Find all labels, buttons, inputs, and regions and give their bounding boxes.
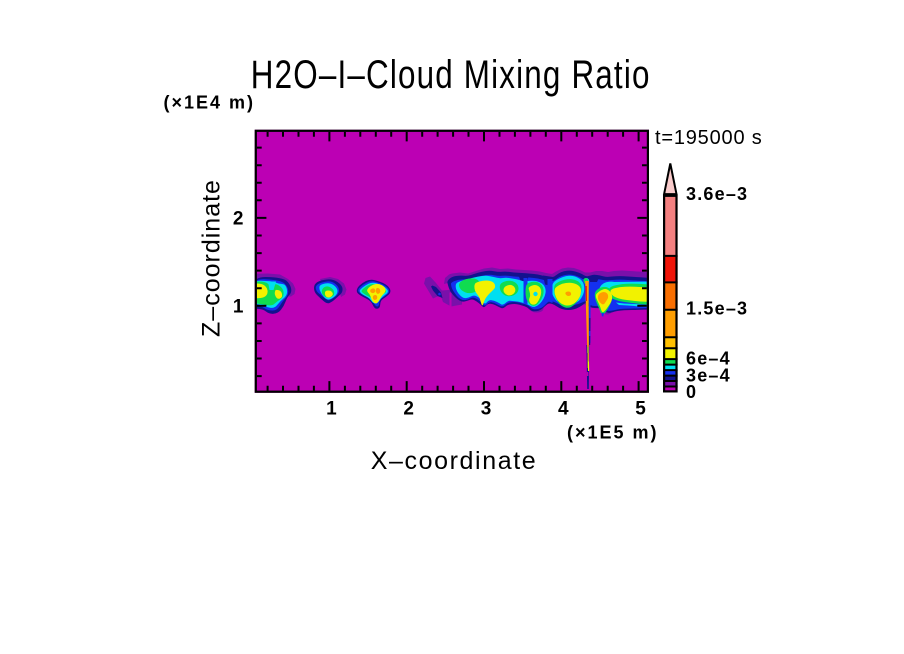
svg-text:1: 1 — [326, 399, 337, 420]
svg-text:(×1E5 m): (×1E5 m) — [567, 423, 659, 443]
svg-text:X–coordinate: X–coordinate — [371, 447, 538, 475]
svg-text:4: 4 — [558, 399, 569, 420]
svg-text:6e–4: 6e–4 — [686, 348, 731, 368]
svg-text:1.5e–3: 1.5e–3 — [686, 298, 748, 318]
svg-text:3.6e–3: 3.6e–3 — [686, 184, 748, 204]
svg-text:H2O–I–Cloud Mixing Ratio: H2O–I–Cloud Mixing Ratio — [251, 51, 651, 97]
svg-text:3e–4: 3e–4 — [686, 365, 731, 385]
svg-text:t=195000 s: t=195000 s — [655, 127, 763, 149]
svg-text:Z–coordinate: Z–coordinate — [198, 179, 226, 337]
svg-text:0: 0 — [686, 382, 697, 402]
svg-text:2: 2 — [403, 399, 414, 420]
svg-text:2: 2 — [233, 209, 244, 230]
svg-text:1: 1 — [233, 297, 244, 318]
svg-text:(×1E4 m): (×1E4 m) — [164, 93, 256, 113]
svg-text:5: 5 — [635, 399, 646, 420]
svg-text:3: 3 — [481, 399, 492, 420]
